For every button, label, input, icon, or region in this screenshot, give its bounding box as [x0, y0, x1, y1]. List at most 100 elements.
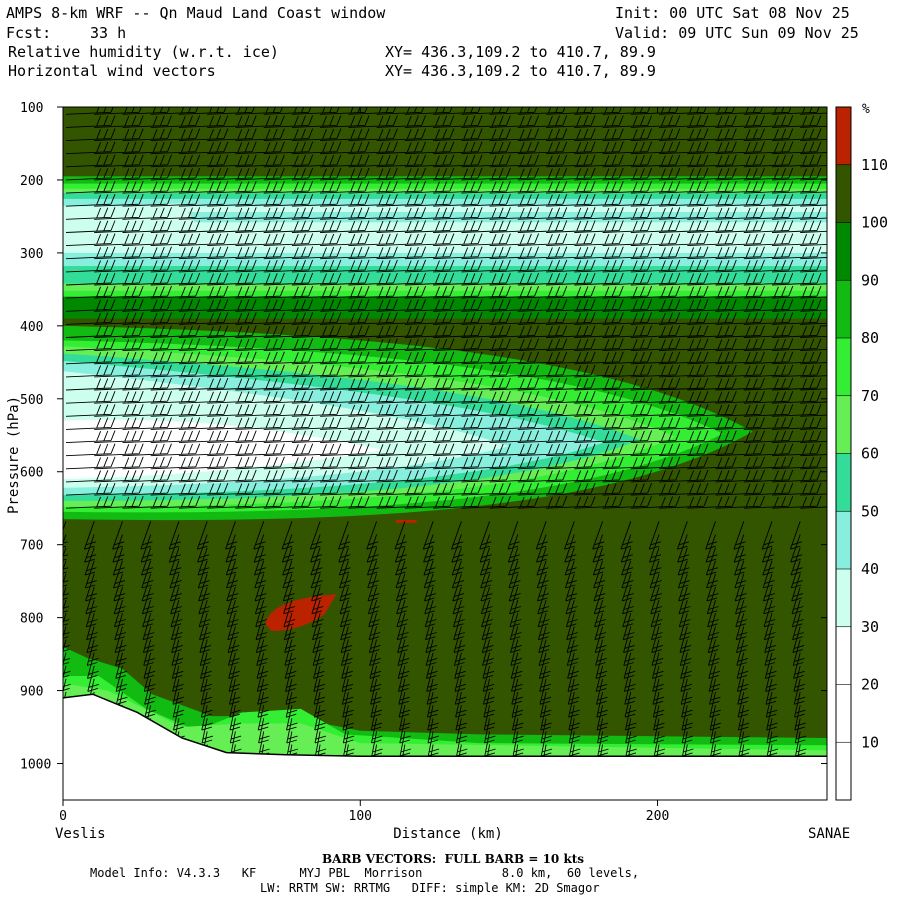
colorbar-label: 40 [861, 560, 879, 578]
wind-barb [800, 480, 827, 483]
wind-barb [235, 430, 285, 444]
wind-barb [489, 312, 540, 325]
wind-barb [630, 259, 681, 273]
wind-barb [235, 443, 285, 457]
wind-barb [94, 351, 144, 365]
wind-barb [678, 599, 691, 628]
wind-barb [312, 626, 325, 654]
wind-barb [122, 469, 172, 483]
wind-barb [630, 180, 681, 194]
wind-barb [283, 613, 296, 641]
wind-barb [743, 496, 794, 509]
wind-barb [404, 312, 455, 325]
wind-barb [517, 154, 568, 168]
wind-barb [178, 351, 229, 365]
wind-barb [743, 443, 794, 457]
wind-barb [200, 665, 212, 692]
wind-barb [65, 180, 116, 194]
wind-barb [235, 299, 285, 312]
wind-barb [94, 154, 144, 168]
wind-barb [263, 456, 314, 470]
wind-barb [142, 613, 155, 641]
wind-barb [94, 496, 144, 509]
wind-barb [743, 482, 794, 496]
wind-barb [453, 626, 466, 654]
wind-barb [624, 705, 637, 731]
wind-barb [687, 246, 737, 260]
wind-barb [65, 404, 116, 417]
wind-barb [348, 299, 398, 312]
wind-barb [263, 338, 314, 352]
wind-barb [178, 364, 229, 378]
wind-barb [425, 626, 438, 654]
wind-barb [630, 220, 681, 233]
wind-barb [291, 482, 342, 496]
colorbar-label: 20 [861, 676, 879, 694]
wind-barb [715, 115, 765, 128]
wind-barb [687, 233, 737, 247]
wind-barb [122, 496, 172, 509]
wind-barb [122, 141, 172, 155]
wind-barb [371, 731, 383, 757]
wind-barb [122, 272, 172, 286]
wind-barb [376, 496, 427, 509]
wind-barb [489, 443, 540, 457]
wind-barb [94, 364, 144, 378]
wind-barb [229, 691, 241, 718]
wind-barb [235, 404, 285, 417]
wind-barb [207, 443, 257, 457]
wind-barb [623, 665, 636, 692]
wind-barb [715, 259, 765, 273]
wind-barb [687, 220, 737, 233]
wind-barb [630, 299, 681, 312]
wind-barb [800, 230, 827, 233]
y-axis: 100 200 300 400 500 600 700 800 900 1000 [20, 101, 827, 773]
wind-barb [537, 613, 550, 641]
wind-barb [122, 194, 172, 207]
wind-barb [793, 665, 806, 692]
wind-barb [178, 469, 229, 483]
wind-barb [65, 128, 116, 142]
wind-barb [738, 718, 750, 744]
right-endpoint-label: SANAE [808, 826, 850, 842]
wind-barb [433, 154, 483, 168]
wind-barb [122, 364, 172, 378]
wind-barb [122, 338, 172, 352]
wind-barb [483, 691, 495, 718]
y-tick-label: 1000 [20, 758, 51, 773]
wind-barb [94, 167, 144, 181]
wind-barb [368, 626, 381, 654]
wind-barb [404, 351, 455, 365]
wind-barb [291, 325, 342, 338]
wind-barb [771, 496, 822, 509]
wind-barb [602, 285, 653, 299]
wind-barb [715, 443, 765, 457]
wind-barb [122, 299, 172, 312]
wind-barb [602, 417, 653, 430]
wind-barb [715, 338, 765, 352]
wind-barb [284, 639, 297, 666]
wind-barb [738, 731, 750, 757]
wind-barb [404, 417, 455, 430]
forecast-hours: 33 h [90, 24, 127, 42]
wind-barb [178, 246, 229, 260]
colorbar-swatch [836, 107, 851, 165]
wind-barb [150, 220, 201, 233]
wind-barb [715, 377, 765, 391]
wind-barb [489, 259, 540, 273]
wind-barb [404, 180, 455, 194]
wind-barb [715, 128, 765, 142]
wind-barb [743, 299, 794, 312]
wind-barb [263, 285, 314, 299]
wind-barbs [63, 107, 827, 770]
wind-barb [489, 391, 540, 404]
wind-barb [687, 443, 737, 457]
wind-barb [376, 272, 427, 286]
x-tick-label: 100 [349, 809, 372, 824]
wind-barb [178, 377, 229, 391]
wind-barb [170, 599, 183, 628]
wind-barb [596, 705, 609, 731]
wind-barb [602, 364, 653, 378]
wind-barb [658, 377, 709, 391]
wind-barb [481, 626, 494, 654]
